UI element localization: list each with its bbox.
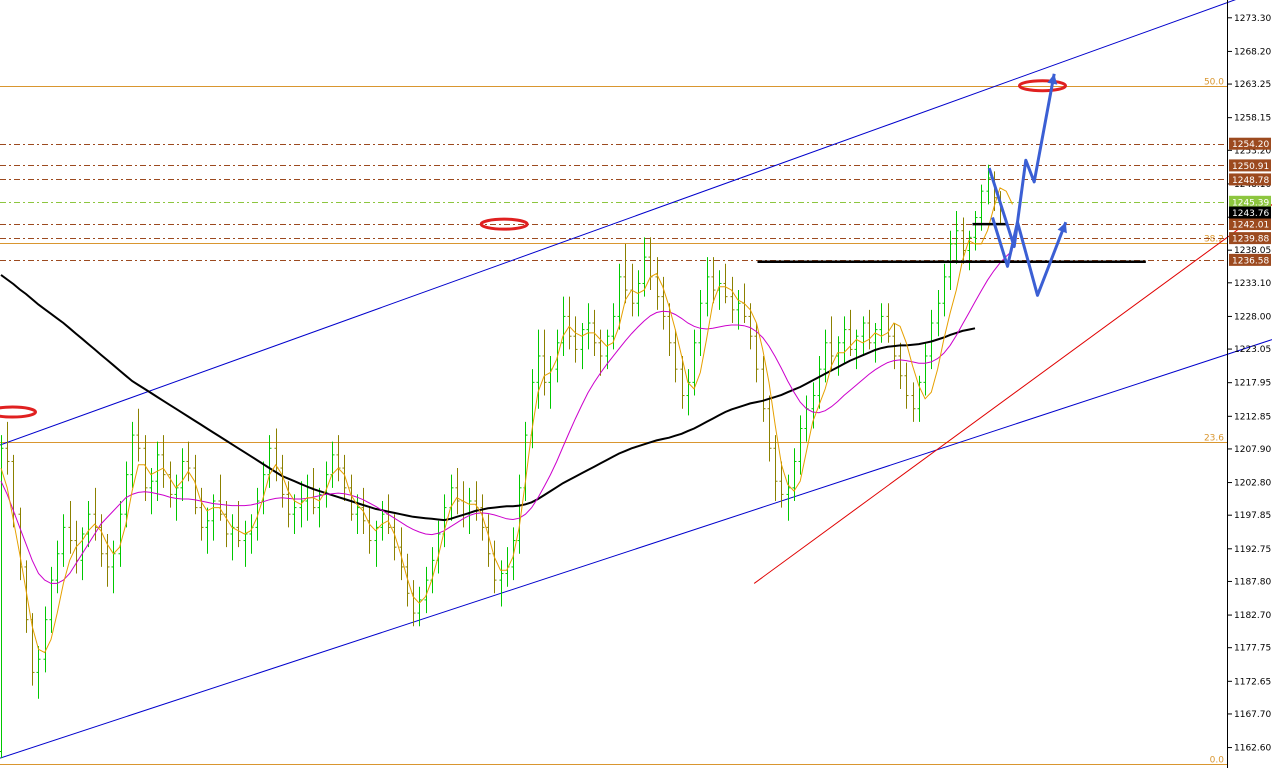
annotations [0,73,1146,419]
price-level-tag-box [1229,232,1271,245]
moving-averages [0,187,1013,654]
price-tick-label: 1238.05 [1234,246,1271,256]
price-level-tag-box [1229,137,1271,150]
price-tick-label: 1167.70 [1234,710,1271,720]
price-tick-label: 1192.75 [1234,545,1271,555]
price-tick-label: 1228.00 [1234,312,1271,322]
price-tick-label: 1268.20 [1234,47,1271,57]
highlight-ellipse [0,405,37,419]
price-tick-label: 1162.60 [1234,744,1271,754]
price-level-tag-text: 1245.39 [1232,198,1269,208]
price-tick-label: 1187.80 [1234,577,1271,587]
price-level-tag-box [1229,173,1271,186]
current-price-tag-box [1229,206,1271,219]
price-tick-label: 1233.10 [1234,279,1271,289]
price-axis[interactable]: 1273.30 1268.20 1263.25 1258.15 1253.20 1248.… [1228,14,1271,754]
price-level-tag-box [1229,253,1271,266]
price-level-tag-text: 1248.78 [1232,176,1269,186]
projection-arrow-path [987,73,1056,249]
price-tick-label: 1212.85 [1234,412,1271,422]
price-tick-label: 1273.30 [1234,14,1271,24]
price-tick-label: 1223.05 [1234,345,1271,355]
price-level-labels: 1254.20 1250.91 1248.78 1245.39 1242.01 1239.… [1229,137,1271,266]
projection-arrow-head [1047,73,1058,85]
moving-average-line [0,187,1013,654]
price-tick-label: 1263.25 [1234,80,1271,90]
price-level-tag-text: 1254.20 [1232,140,1269,150]
fib-level-label: 50.0 [1204,78,1224,88]
price-level-tag-text: 1239.88 [1232,235,1269,245]
fib-level-label: 0.0 [1210,756,1225,766]
price-tick-label: 1172.65 [1234,677,1271,687]
price-level-tag-text: 1250.91 [1232,162,1269,172]
price-tick-label: 1197.85 [1234,511,1271,521]
moving-average-line [0,274,976,522]
price-tick-label: 1253.20 [1234,146,1271,156]
price-tick-label: 1202.80 [1234,479,1271,489]
fib-level-label: 23.6 [1204,434,1224,444]
projection-arrow-head [1057,222,1067,234]
price-level-tag-text: 1242.01 [1232,221,1269,231]
highlight-ellipse [1018,79,1067,93]
channel-upper-line [0,0,1236,446]
projection-arrow-path [991,217,1068,297]
price-tick-label: 1217.95 [1234,379,1271,389]
fib-level-label: 38.2 [1204,235,1224,245]
price-level-tag-box [1229,159,1271,172]
current-price-tag-text: 1243.76 [1232,209,1269,219]
price-level-tag-box [1229,218,1271,231]
highlight-ellipse [479,217,529,231]
price-tick-label: 1182.70 [1234,611,1271,621]
price-tick-label: 1258.15 [1234,114,1271,124]
channel-lower-line [0,339,1272,759]
moving-average-line [0,250,1013,584]
price-level-tag-text: 1236.58 [1232,256,1269,266]
price-level-tag-box [1229,195,1271,208]
price-tick-label: 1177.75 [1234,644,1271,654]
price-tick-label: 1207.90 [1234,445,1271,455]
